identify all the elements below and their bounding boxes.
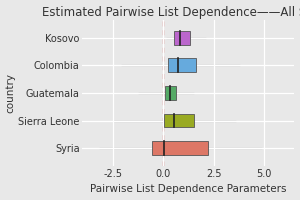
Bar [165,86,176,100]
Bar [168,58,196,72]
Y-axis label: country: country [6,73,16,113]
X-axis label: Pairwise List Dependence Parameters: Pairwise List Dependence Parameters [90,184,287,194]
Bar [164,114,194,127]
Bar [174,31,190,45]
Title: Estimated Pairwise List Dependence——All Strata: Estimated Pairwise List Dependence——All … [42,6,300,19]
Bar [152,141,208,155]
